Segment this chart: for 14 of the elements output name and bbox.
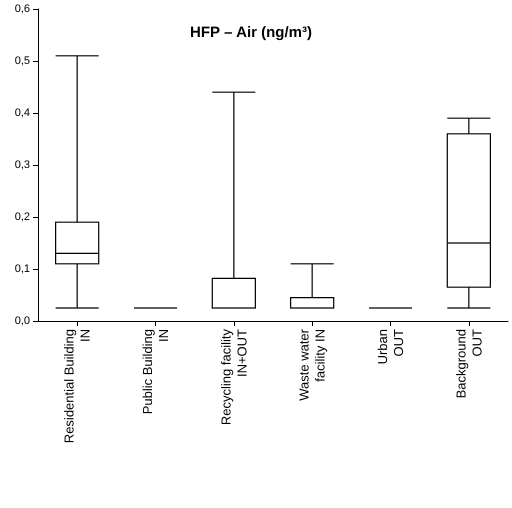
y-tick-label: 0,1 — [14, 263, 30, 275]
y-tick-label: 0,5 — [14, 55, 30, 67]
x-tick-label: Waste water facility IN — [296, 328, 328, 401]
x-tick-label: Background OUT — [453, 328, 484, 398]
text: HFP – Air (ng/m³) — [190, 24, 312, 41]
x-tick-label: Urban OUT — [375, 328, 406, 364]
y-tick-label: 0,4 — [14, 107, 30, 119]
y-tick-label: 0,0 — [14, 315, 30, 327]
x-tick-label: Recycling facility IN+OUT — [218, 328, 250, 426]
y-tick-label: 0,6 — [14, 3, 30, 15]
x-tick-label: Residential Building IN — [62, 329, 93, 444]
y-tick-label: 0,3 — [14, 159, 30, 171]
x-tick-label: Public Building IN — [140, 329, 171, 414]
y-tick-label: 0,2 — [14, 211, 30, 223]
